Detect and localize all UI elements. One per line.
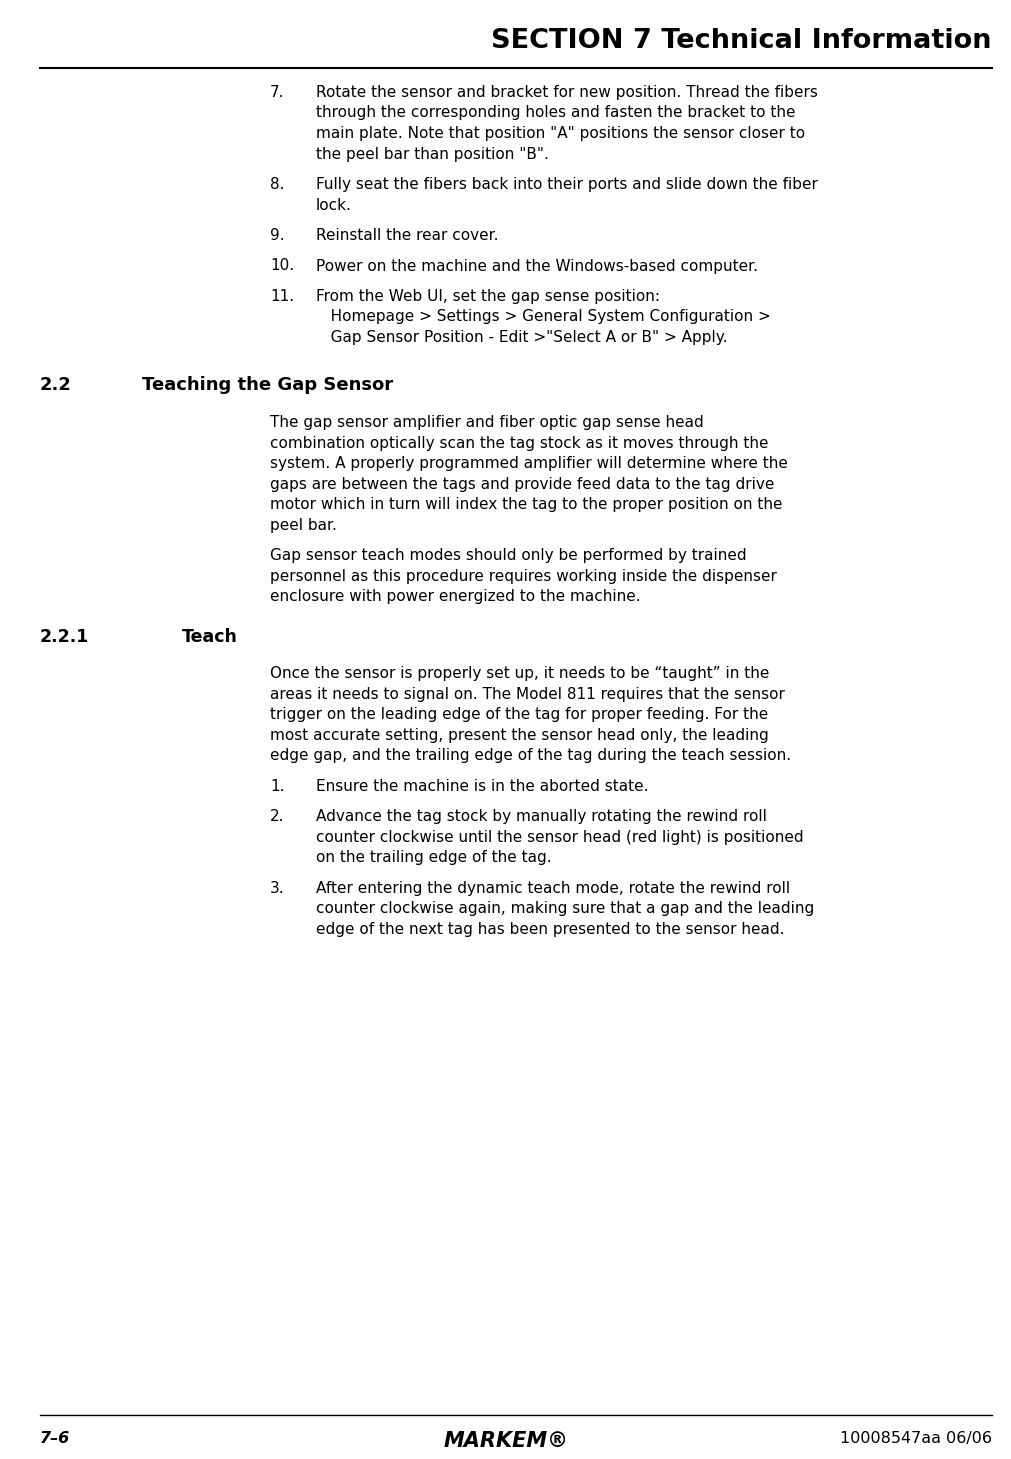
Text: MARKEM®: MARKEM®	[443, 1431, 568, 1452]
Text: 7.: 7.	[270, 85, 284, 101]
Text: SECTION 7 Technical Information: SECTION 7 Technical Information	[491, 28, 991, 54]
Text: combination optically scan the tag stock as it moves through the: combination optically scan the tag stock…	[270, 436, 767, 451]
Text: The gap sensor amplifier and fiber optic gap sense head: The gap sensor amplifier and fiber optic…	[270, 416, 703, 430]
Text: the peel bar than position "B".: the peel bar than position "B".	[315, 146, 548, 162]
Text: After entering the dynamic teach mode, rotate the rewind roll: After entering the dynamic teach mode, r…	[315, 881, 790, 896]
Text: Homepage > Settings > General System Configuration >: Homepage > Settings > General System Con…	[315, 309, 770, 324]
Text: Reinstall the rear cover.: Reinstall the rear cover.	[315, 228, 498, 244]
Text: areas it needs to signal on. The Model 811 requires that the sensor: areas it needs to signal on. The Model 8…	[270, 687, 785, 702]
Text: on the trailing edge of the tag.: on the trailing edge of the tag.	[315, 851, 551, 865]
Text: 7–6: 7–6	[40, 1431, 70, 1446]
Text: Teach: Teach	[182, 627, 238, 646]
Text: edge of the next tag has been presented to the sensor head.: edge of the next tag has been presented …	[315, 922, 784, 937]
Text: Power on the machine and the Windows-based computer.: Power on the machine and the Windows-bas…	[315, 258, 757, 273]
Text: trigger on the leading edge of the tag for proper feeding. For the: trigger on the leading edge of the tag f…	[270, 708, 767, 722]
Text: 2.: 2.	[270, 810, 284, 824]
Text: 10008547aa 06/06: 10008547aa 06/06	[839, 1431, 991, 1446]
Text: Fully seat the fibers back into their ports and slide down the fiber: Fully seat the fibers back into their po…	[315, 177, 817, 193]
Text: 9.: 9.	[270, 228, 284, 244]
Text: 2.2: 2.2	[40, 376, 72, 394]
Text: personnel as this procedure requires working inside the dispenser: personnel as this procedure requires wor…	[270, 569, 776, 584]
Text: From the Web UI, set the gap sense position:: From the Web UI, set the gap sense posit…	[315, 289, 659, 303]
Text: 11.: 11.	[270, 289, 294, 303]
Text: gaps are between the tags and provide feed data to the tag drive: gaps are between the tags and provide fe…	[270, 477, 773, 492]
Text: peel bar.: peel bar.	[270, 518, 337, 533]
Text: Rotate the sensor and bracket for new position. Thread the fibers: Rotate the sensor and bracket for new po…	[315, 85, 817, 101]
Text: counter clockwise again, making sure that a gap and the leading: counter clockwise again, making sure tha…	[315, 902, 814, 916]
Text: lock.: lock.	[315, 197, 352, 213]
Text: through the corresponding holes and fasten the bracket to the: through the corresponding holes and fast…	[315, 105, 795, 121]
Text: counter clockwise until the sensor head (red light) is positioned: counter clockwise until the sensor head …	[315, 830, 803, 845]
Text: Advance the tag stock by manually rotating the rewind roll: Advance the tag stock by manually rotati…	[315, 810, 766, 824]
Text: 3.: 3.	[270, 881, 284, 896]
Text: Ensure the machine is in the aborted state.: Ensure the machine is in the aborted sta…	[315, 779, 648, 794]
Text: motor which in turn will index the tag to the proper position on the: motor which in turn will index the tag t…	[270, 498, 782, 512]
Text: main plate. Note that position "A" positions the sensor closer to: main plate. Note that position "A" posit…	[315, 125, 805, 142]
Text: Gap sensor teach modes should only be performed by trained: Gap sensor teach modes should only be pe…	[270, 549, 746, 563]
Text: 2.2.1: 2.2.1	[40, 627, 89, 646]
Text: Teaching the Gap Sensor: Teaching the Gap Sensor	[142, 376, 392, 394]
Text: Gap Sensor Position - Edit >"Select A or B" > Apply.: Gap Sensor Position - Edit >"Select A or…	[315, 330, 727, 344]
Text: Once the sensor is properly set up, it needs to be “taught” in the: Once the sensor is properly set up, it n…	[270, 667, 768, 681]
Text: most accurate setting, present the sensor head only, the leading: most accurate setting, present the senso…	[270, 728, 768, 743]
Text: system. A properly programmed amplifier will determine where the: system. A properly programmed amplifier …	[270, 457, 788, 471]
Text: 1.: 1.	[270, 779, 284, 794]
Text: edge gap, and the trailing edge of the tag during the teach session.: edge gap, and the trailing edge of the t…	[270, 748, 791, 763]
Text: 8.: 8.	[270, 177, 284, 193]
Text: 10.: 10.	[270, 258, 294, 273]
Text: enclosure with power energized to the machine.: enclosure with power energized to the ma…	[270, 589, 640, 604]
